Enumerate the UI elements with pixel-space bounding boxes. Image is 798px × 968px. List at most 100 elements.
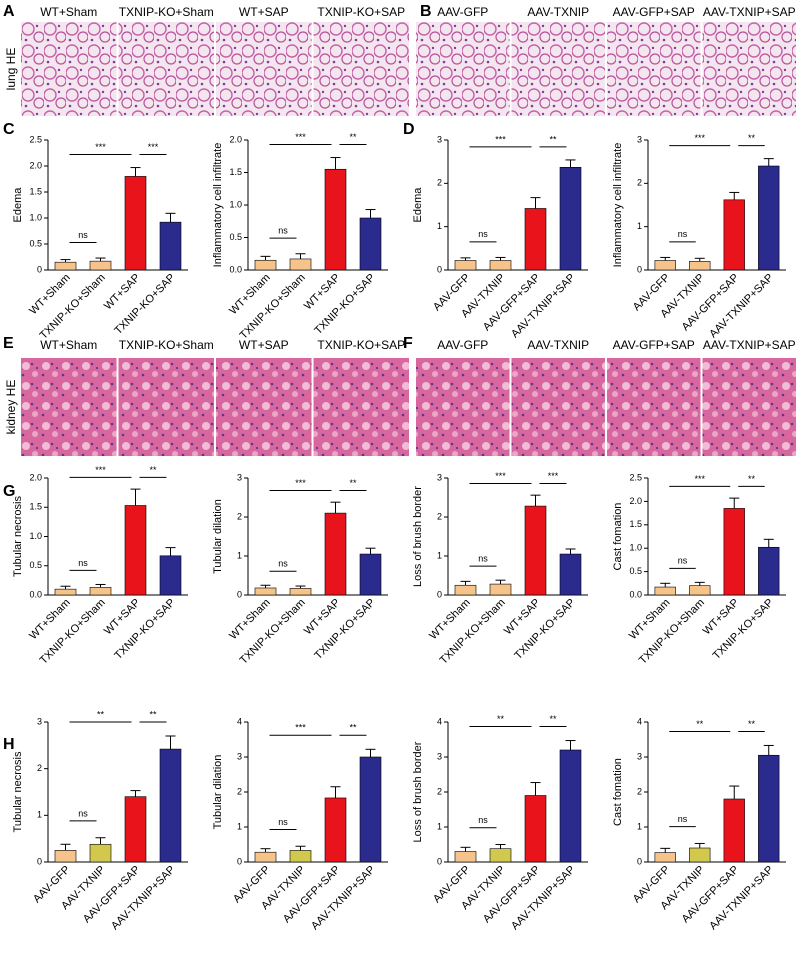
significance-label: *** — [548, 471, 559, 481]
significance-label: ns — [678, 229, 688, 239]
y-tick-label: 1 — [237, 550, 242, 560]
image-caption: AAV-TXNIP+SAP — [703, 338, 796, 352]
significance-label: ** — [149, 709, 157, 719]
image-caption: AAV-TXNIP+SAP — [703, 5, 796, 19]
y-tick-label: 2 — [437, 786, 442, 796]
image-caption: WT+Sham — [40, 5, 97, 19]
significance-label: ** — [497, 714, 505, 724]
x-tick-label: AAV-TXNIP+SAP — [707, 272, 776, 341]
bar — [689, 847, 711, 863]
image-caption: AAV-TXNIP — [527, 338, 589, 352]
y-tick-label: 0.0 — [629, 589, 642, 599]
significance-label: *** — [295, 478, 306, 488]
y-tick-label: 2.0 — [29, 472, 42, 482]
significance-label: *** — [295, 132, 306, 142]
bar — [289, 850, 312, 863]
panel-label: E — [3, 335, 14, 352]
bar — [159, 555, 182, 596]
y-tick-label: 1.0 — [229, 199, 242, 209]
bar — [489, 848, 512, 863]
y-axis-label: Inflammatory cell infiltrate — [612, 143, 624, 268]
y-tick-label: 0 — [637, 856, 642, 866]
x-tick-label: TXNIP-KO+Sham — [238, 597, 308, 667]
significance-label: ns — [78, 558, 88, 568]
y-tick-label: 3 — [637, 751, 642, 761]
y-tick-label: 2 — [37, 763, 42, 773]
bar — [654, 260, 676, 271]
significance-label: ** — [549, 714, 557, 724]
image-caption: TXNIP-KO+SAP — [317, 5, 405, 19]
tissue-label: kidney HE — [4, 380, 18, 435]
y-tick-label: 1.0 — [29, 531, 42, 541]
significance-label: ** — [349, 478, 357, 488]
image-caption: TXNIP-KO+Sham — [119, 5, 214, 19]
bar — [89, 587, 112, 596]
y-tick-label: 0 — [437, 856, 442, 866]
histology-image — [21, 358, 117, 456]
y-tick-label: 0 — [637, 264, 642, 274]
significance-label: *** — [495, 471, 506, 481]
y-tick-label: 1 — [637, 221, 642, 231]
bar — [454, 584, 477, 596]
y-axis-label: Loss of brush border — [412, 486, 424, 587]
y-tick-label: 4 — [437, 716, 442, 726]
y-tick-label: 4 — [637, 716, 642, 726]
y-tick-label: 0.5 — [629, 566, 642, 576]
bar — [324, 168, 347, 271]
bar — [89, 843, 112, 863]
significance-label: ns — [478, 815, 488, 825]
significance-label: *** — [148, 142, 159, 152]
y-tick-label: 0.5 — [29, 560, 42, 570]
image-caption: AAV-GFP — [437, 5, 488, 19]
bar — [723, 798, 745, 863]
significance-label: ** — [349, 132, 357, 142]
x-tick-label: TXNIP-KO+SAP — [711, 597, 776, 662]
bar — [689, 585, 711, 596]
y-tick-label: 4 — [237, 716, 242, 726]
significance-label: ** — [149, 465, 157, 475]
image-caption: TXNIP-KO+SAP — [317, 338, 405, 352]
panel-label: D — [403, 121, 415, 138]
bar — [758, 165, 780, 271]
significance-label: ns — [678, 814, 688, 824]
y-tick-label: 2.5 — [29, 134, 42, 144]
y-tick-label: 1.5 — [29, 186, 42, 196]
panel-label: C — [3, 121, 15, 138]
y-axis-label: Inflammatory cell infiltrate — [212, 143, 224, 268]
image-caption: WT+Sham — [40, 338, 97, 352]
y-axis-label: Tubular necrosis — [12, 496, 24, 577]
y-tick-label: 1 — [37, 810, 42, 820]
bar — [124, 176, 147, 271]
significance-label: *** — [95, 142, 106, 152]
x-tick-label: TXNIP-KO+Sham — [637, 597, 707, 667]
y-tick-label: 1 — [637, 821, 642, 831]
y-tick-label: 2 — [237, 786, 242, 796]
y-tick-label: 3 — [237, 751, 242, 761]
histology-image — [216, 358, 312, 456]
y-tick-label: 2.0 — [229, 134, 242, 144]
y-tick-label: 2 — [437, 511, 442, 521]
y-tick-label: 1 — [237, 821, 242, 831]
bar — [524, 795, 547, 863]
y-axis-label: Tubular necrosis — [12, 751, 24, 832]
y-tick-label: 3 — [437, 472, 442, 482]
histology-image — [216, 22, 312, 116]
y-axis-label: Edema — [412, 187, 424, 223]
image-caption: AAV-GFP+SAP — [613, 5, 695, 19]
y-tick-label: 1 — [437, 550, 442, 560]
y-tick-label: 2 — [637, 786, 642, 796]
histology-image — [511, 358, 605, 456]
histology-image — [702, 22, 796, 116]
significance-label: *** — [95, 465, 106, 475]
significance-label: ns — [278, 817, 288, 827]
histology-image — [416, 22, 510, 116]
y-axis-label: Tubular dilation — [212, 499, 224, 574]
y-tick-label: 3 — [437, 751, 442, 761]
x-tick-label: TXNIP-KO+SAP — [312, 272, 377, 337]
bar — [559, 553, 582, 596]
histology-image — [416, 358, 510, 456]
bar — [89, 260, 112, 271]
bar — [489, 583, 512, 596]
significance-label: *** — [694, 133, 705, 143]
